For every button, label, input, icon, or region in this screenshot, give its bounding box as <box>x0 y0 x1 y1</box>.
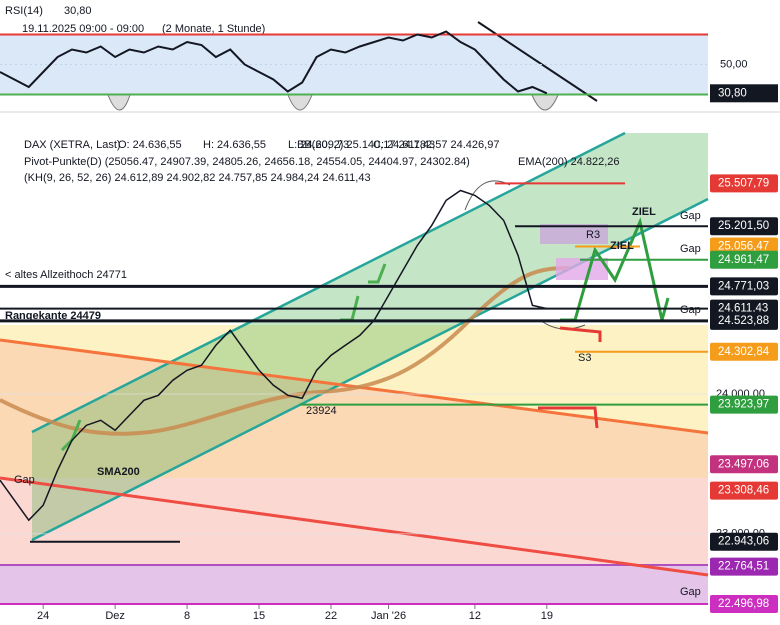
x-tick-label: 22 <box>325 610 337 622</box>
annotation: 23924 <box>306 405 337 417</box>
annotation: Rangekante 24479 <box>5 310 101 322</box>
level-box <box>710 395 778 414</box>
level-box <box>710 311 778 330</box>
level-label: 25.056,47 <box>718 240 769 252</box>
annotation: SMA200 <box>97 466 140 478</box>
level-label: 23.497,06 <box>718 458 769 470</box>
rsi-range: (2 Monate, 1 Stunde) <box>162 23 265 35</box>
ohlc: O: 24.636,55 <box>118 139 182 151</box>
rsi-title: RSI(14) <box>5 5 43 17</box>
level-box <box>710 174 778 193</box>
annotation: ZIEL <box>610 240 634 252</box>
legend-entry: EMA(200) 24.822,26 <box>518 156 620 168</box>
gap-box <box>540 224 608 244</box>
level-box <box>710 455 778 474</box>
x-tick-label: 19 <box>541 610 553 622</box>
legend-entry: (KH(9, 26, 52, 26) 24.612,89 24.902,82 2… <box>24 172 371 184</box>
level-label: 23.308,46 <box>718 485 769 497</box>
ohlc: H: 24.636,55 <box>203 139 266 151</box>
level-box <box>710 217 778 236</box>
gap-box <box>556 258 608 280</box>
rsi-value-box <box>710 84 778 103</box>
x-tick-label: Dez <box>105 610 125 622</box>
ema200 <box>0 266 571 436</box>
ohlc: C: 24.611,43 <box>373 139 435 151</box>
annotation: ZIEL <box>632 206 656 218</box>
rsi-value: 30,80 <box>64 5 92 17</box>
price-line <box>0 189 547 522</box>
y-tick-label: 50,00 <box>720 58 748 70</box>
level-box <box>710 595 778 614</box>
x-tick-label: Jan '26 <box>371 610 406 622</box>
x-tick-label: 15 <box>253 610 265 622</box>
level-box <box>710 532 778 551</box>
level-box <box>710 342 778 361</box>
price-title: DAX (XETRA, Last) <box>24 139 121 151</box>
legend-entry: BB(20, 2) 25.140,17 24.782,57 24.426,97 <box>297 139 499 151</box>
level-label: 22.764,51 <box>718 561 769 573</box>
annotation: Gap <box>14 474 35 486</box>
level-label: 23.923,97 <box>718 399 769 411</box>
annotation: Gap <box>680 243 701 255</box>
legend-entry: Pivot-Punkte(D) (25056.47, 24907.39, 248… <box>24 156 470 168</box>
x-tick-label: 12 <box>469 610 481 622</box>
channel-bottom <box>31 197 709 542</box>
level-label: 25.201,50 <box>718 220 769 232</box>
level-box <box>710 250 778 269</box>
zone-orange <box>0 340 708 478</box>
annotation: R3 <box>586 229 600 241</box>
level-box <box>710 557 778 576</box>
x-tick-label: 24 <box>37 610 49 622</box>
level-label: 25.507,79 <box>718 177 769 189</box>
x-tick-label: 8 <box>184 610 190 622</box>
rsi-value-label: 30,80 <box>718 87 747 99</box>
red-trendline <box>0 476 709 577</box>
rsi-line <box>0 30 548 95</box>
zone-purple <box>0 565 708 603</box>
rsi-subtitle: 19.11.2025 09:00 - 09:00 <box>22 23 144 35</box>
zone-pink <box>0 478 708 565</box>
annotation: Gap <box>680 586 701 598</box>
ohlc: L: 24.609,73 <box>288 139 349 151</box>
level-label: 24.961,47 <box>718 254 769 266</box>
level-label: 24.611,43 <box>718 303 768 315</box>
level-box <box>710 481 778 500</box>
level-label: 22.496,98 <box>718 598 769 610</box>
level-label: 24.302,84 <box>718 346 770 358</box>
level-box <box>710 277 778 296</box>
level-label: 22.943,06 <box>718 536 769 548</box>
rsi-dips <box>107 94 559 111</box>
zone-yellow <box>0 325 708 433</box>
level-label: 24.771,03 <box>718 280 769 292</box>
trend-channel <box>32 133 708 540</box>
annotation: < altes Allzeithoch 24771 <box>5 269 127 281</box>
annotation: Gap <box>680 304 701 316</box>
annotation: S3 <box>578 352 591 364</box>
level-label: 24.523,88 <box>718 315 769 327</box>
annotation: Gap <box>680 210 701 222</box>
